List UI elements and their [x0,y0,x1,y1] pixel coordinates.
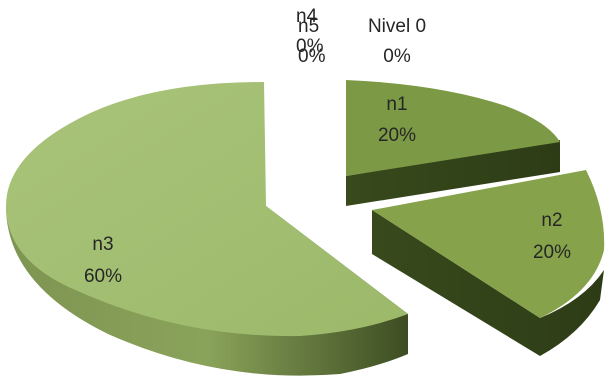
label-n3-percent: 60% [84,266,122,287]
data-labels: n4 n5 0% 0% Nivel 0 0% n1 20% n2 20% n3 … [84,6,571,287]
label-n4-name: n4 [296,6,318,27]
label-n5-percent: 0% [298,46,326,67]
label-n3-name: n3 [92,234,113,255]
label-n2-name: n2 [541,210,562,231]
label-n2-percent: 20% [533,242,571,263]
pie-slice-n2-top [372,170,605,318]
pie-slice-n2-side [372,210,604,356]
pie-slice-n1 [346,80,560,206]
label-n4-percent: 0% [296,36,324,57]
label-nivel0-percent: 0% [383,46,411,67]
label-nivel0-name: Nivel 0 [368,16,426,37]
pie-slice-n2 [372,170,605,356]
label-n1-name: n1 [386,94,407,115]
pie-slice-n1-side [346,140,560,206]
label-n5-name: n5 [298,16,319,37]
pie-slice-n3-top [6,82,408,337]
pie-slice-n1-top [346,80,560,176]
label-n1-percent: 20% [378,125,416,146]
pie-slice-n3 [6,82,408,376]
